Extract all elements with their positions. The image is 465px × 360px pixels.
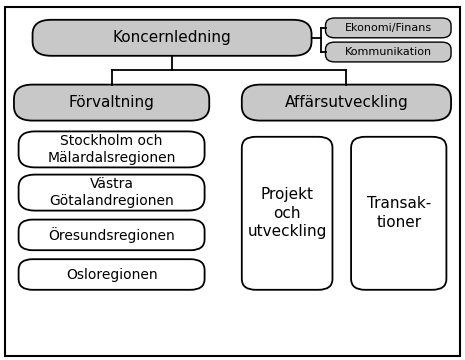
Text: Västra
Götalandregionen: Västra Götalandregionen [49, 177, 174, 208]
FancyBboxPatch shape [19, 259, 205, 290]
FancyBboxPatch shape [242, 85, 451, 121]
FancyBboxPatch shape [19, 175, 205, 211]
Text: Affärsutveckling: Affärsutveckling [285, 95, 408, 110]
FancyBboxPatch shape [242, 137, 332, 290]
Text: Projekt
och
utveckling: Projekt och utveckling [247, 187, 327, 239]
Text: Öresundsregionen: Öresundsregionen [48, 227, 175, 243]
Text: Osloregionen: Osloregionen [66, 267, 158, 282]
FancyBboxPatch shape [19, 220, 205, 250]
FancyBboxPatch shape [351, 137, 446, 290]
FancyBboxPatch shape [14, 85, 209, 121]
FancyBboxPatch shape [326, 42, 451, 62]
Text: Ekonomi/Finans: Ekonomi/Finans [345, 23, 432, 33]
FancyBboxPatch shape [326, 18, 451, 38]
FancyBboxPatch shape [33, 20, 312, 56]
Text: Förvaltning: Förvaltning [69, 95, 154, 110]
Text: Koncernledning: Koncernledning [113, 30, 232, 45]
Text: Kommunikation: Kommunikation [345, 47, 432, 57]
Text: Transak-
tioner: Transak- tioner [366, 197, 431, 230]
Text: Stockholm och
Mälardalsregionen: Stockholm och Mälardalsregionen [47, 134, 176, 165]
FancyBboxPatch shape [19, 131, 205, 167]
